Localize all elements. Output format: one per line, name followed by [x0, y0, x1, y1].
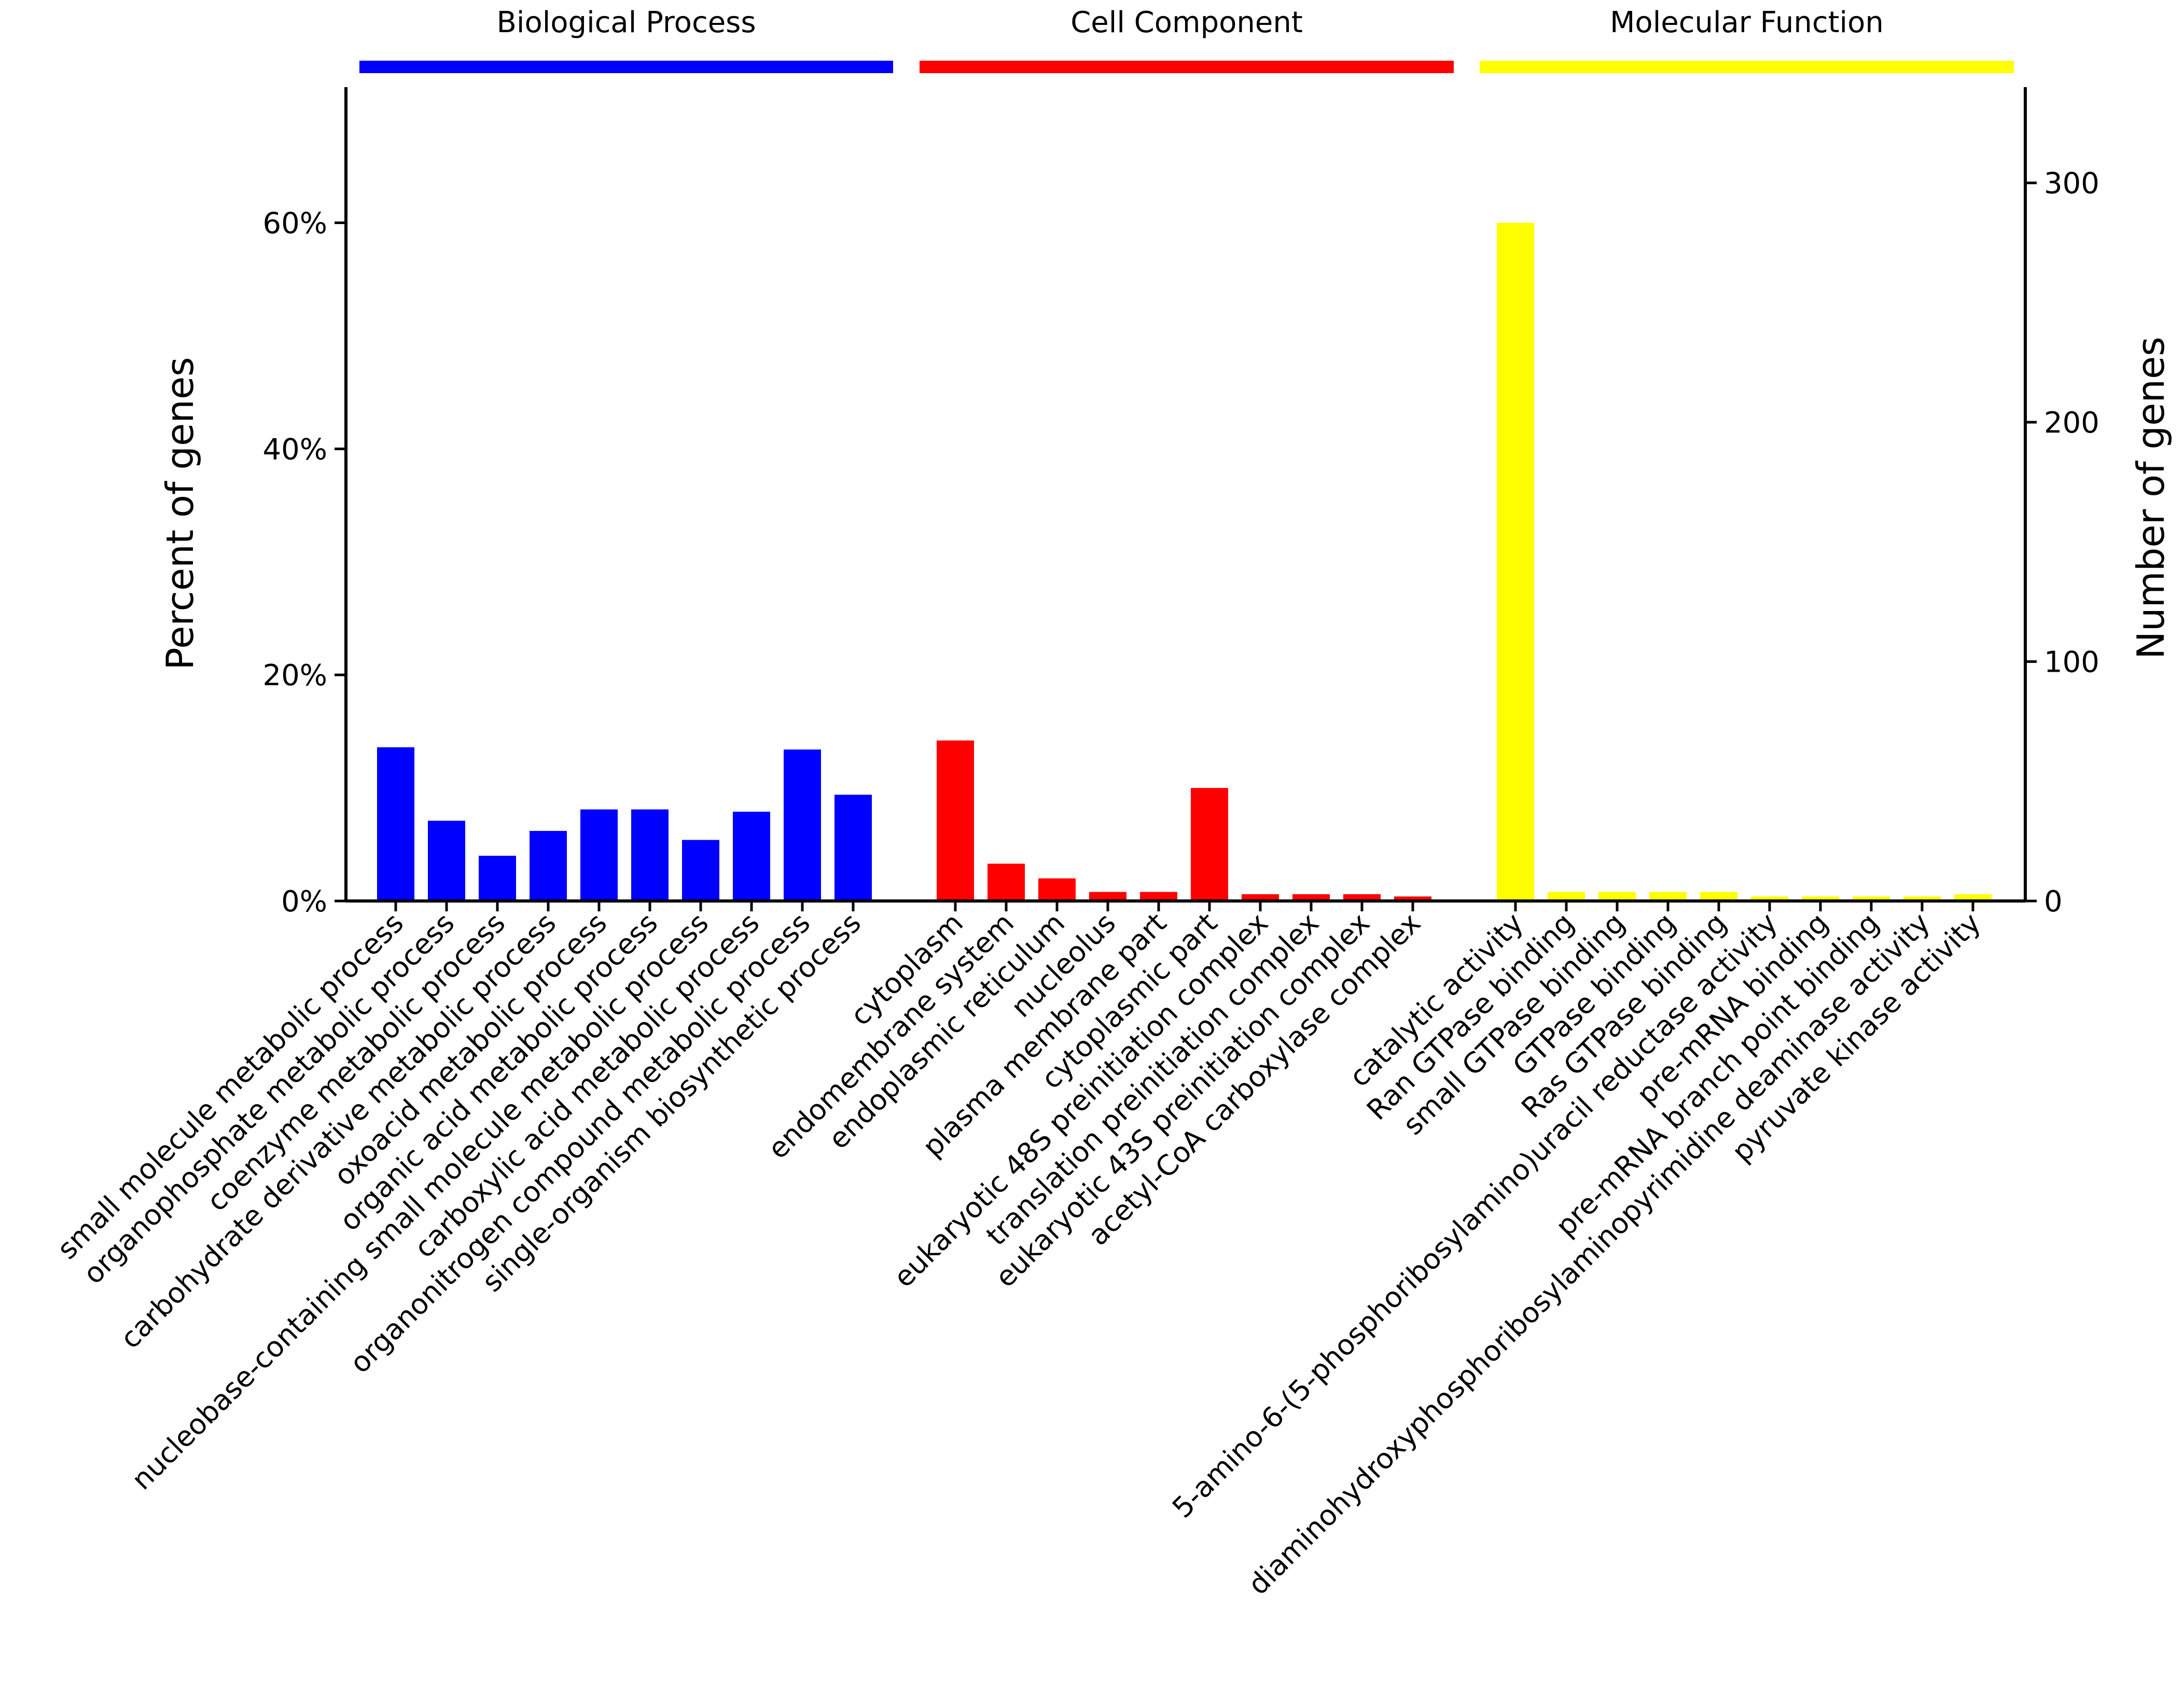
bar-1-6 — [631, 809, 669, 901]
bar-2-6 — [1191, 788, 1228, 901]
bar-3-3 — [1598, 892, 1636, 901]
bar-1-2 — [428, 821, 465, 901]
bar-3-9 — [1903, 896, 1941, 901]
bar-3-8 — [1853, 896, 1890, 901]
bars — [377, 223, 1992, 901]
y-tick-label-right: 300 — [2044, 167, 2099, 201]
bar-2-10 — [1394, 896, 1431, 901]
group-bar-2 — [920, 61, 1454, 73]
bar-2-5 — [1140, 892, 1177, 901]
y-tick-label-right: 100 — [2044, 646, 2099, 679]
bar-2-4 — [1089, 892, 1126, 901]
bar-3-1 — [1497, 223, 1534, 901]
bar-1-8 — [733, 811, 770, 901]
group-bar-1 — [359, 61, 893, 73]
y-tick-label-right: 0 — [2044, 885, 2063, 919]
bar-2-9 — [1343, 894, 1381, 901]
x-tick-labels: small molecule metabolic processorganoph… — [51, 907, 1987, 1601]
y-tick-label-left: 40% — [263, 433, 327, 466]
bar-2-3 — [1038, 878, 1076, 901]
bar-2-1 — [937, 740, 974, 901]
group-headers: Biological Process Cell Component Molecula… — [359, 6, 2014, 73]
y-tick-label-left: 60% — [263, 207, 327, 241]
y-tick-label-right: 200 — [2044, 406, 2099, 440]
bar-2-2 — [987, 864, 1025, 901]
bar-1-7 — [682, 840, 719, 901]
y-tick-label-left: 0% — [281, 885, 327, 919]
bar-1-10 — [834, 795, 872, 901]
bar-3-2 — [1548, 892, 1585, 901]
group-title-2: Cell Component — [1070, 6, 1303, 39]
axes: 0% 20% 40% 60% 0 100 200 300 — [263, 87, 2099, 919]
y-axis-label-right: Number of genes — [2129, 337, 2173, 659]
bar-1-9 — [784, 749, 821, 901]
bar-1-3 — [479, 855, 516, 901]
y-axis-label-left: Percent of genes — [158, 357, 202, 670]
bar-2-7 — [1242, 894, 1279, 901]
bar-1-1 — [377, 747, 414, 901]
bar-2-8 — [1292, 894, 1330, 901]
bar-3-5 — [1700, 892, 1737, 901]
group-title-3: Molecular Function — [1610, 6, 1884, 39]
bar-3-7 — [1802, 896, 1839, 901]
y-tick-label-left: 20% — [263, 659, 327, 692]
bar-3-4 — [1649, 892, 1687, 901]
group-title-1: Biological Process — [496, 6, 756, 39]
bar-1-4 — [530, 830, 567, 901]
bar-3-6 — [1751, 896, 1788, 901]
bar-3-10 — [1954, 894, 1992, 901]
group-bar-3 — [1480, 61, 2014, 73]
bar-1-5 — [580, 809, 618, 901]
